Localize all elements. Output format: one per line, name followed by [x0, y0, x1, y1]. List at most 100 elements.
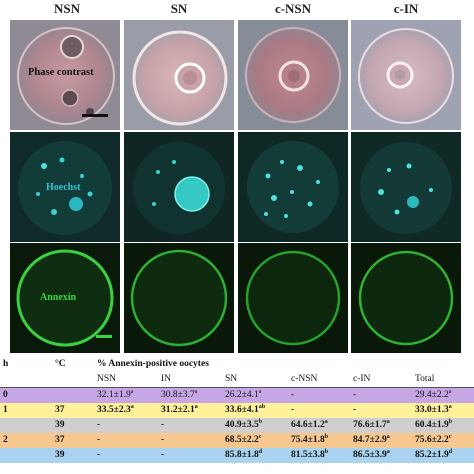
cell-temp: 39 — [52, 448, 94, 463]
table-cell: 86.5±3.9a — [350, 448, 412, 463]
table-row: 0 32.1±1.9a 30.8±3.7a 26.2±4.1a - -29.4±2.2a — [0, 387, 474, 403]
cell-value: - — [161, 435, 165, 445]
table-cell: 75.6±2.2c — [412, 433, 474, 448]
cell-value: - — [97, 420, 101, 430]
cell-value: 76.6±1.7 — [353, 420, 387, 430]
table-cell: 33.6±4.1ab — [222, 403, 288, 418]
cell-value: 26.2±4.1 — [225, 390, 259, 400]
table-cell: 29.4±2.2a — [412, 387, 474, 403]
cell-temp: 37 — [52, 433, 94, 448]
header-col: IN — [158, 372, 222, 388]
cell-superscript: b — [448, 418, 453, 425]
table-cell: - — [288, 403, 350, 418]
cell-superscript: a — [194, 388, 198, 395]
cell-value: - — [97, 435, 101, 445]
table-cell: 64.6±1.2a — [288, 418, 350, 433]
cell-superscript: b — [324, 433, 329, 440]
cell-superscript: a — [386, 448, 390, 455]
cell-value: 85.8±1.8 — [225, 450, 259, 460]
cell-value: 32.1±1.9 — [97, 390, 131, 400]
cell-value: 75.4±1.8 — [291, 435, 325, 445]
cell-superscript: a — [386, 418, 390, 425]
hoechst-panel-nsn — [10, 132, 120, 242]
cell-value: - — [97, 450, 101, 460]
cell-value: 33.5±2.3 — [97, 405, 131, 415]
table-cell: - — [158, 433, 222, 448]
cell-superscript: b — [324, 448, 329, 455]
cell-h — [0, 448, 52, 463]
cell-value: 81.5±3.8 — [291, 450, 325, 460]
table-row: 39- -85.8±1.8d 81.5±3.8b 86.5±3.9a 85.2±1.9d — [0, 448, 474, 463]
table-cell: - — [350, 387, 412, 403]
table-cell: - — [94, 418, 158, 433]
table-cell: 85.8±1.8d — [222, 448, 288, 463]
cell-value: - — [291, 405, 295, 415]
header-col: c-NSN — [288, 372, 350, 388]
cell-superscript: d — [448, 448, 453, 455]
table-cell: 33.5±2.3a — [94, 403, 158, 418]
cell-value: 29.4±2.2 — [415, 390, 449, 400]
table-cell: - — [158, 418, 222, 433]
cell-value: - — [353, 390, 357, 400]
table-cell: 84.7±2.9a — [350, 433, 412, 448]
phase-panel-c-in — [351, 20, 461, 130]
cell-value: - — [353, 405, 357, 415]
table-cell: - — [288, 387, 350, 403]
cell-superscript: a — [386, 433, 390, 440]
table-row: 2 37- -68.5±2.2c 75.4±1.8b 84.7±2.9a 75.6±2.2… — [0, 433, 474, 448]
table-cell: 76.6±1.7a — [350, 418, 412, 433]
table-cell: - — [158, 448, 222, 463]
phase-panel-sn — [124, 20, 234, 130]
phase-panel-nsn — [10, 20, 120, 130]
header-group: % Annexin-positive oocytes — [97, 358, 209, 369]
cell-value: 84.7±2.9 — [353, 435, 387, 445]
table-row: 39- -40.9±3.5b 64.6±1.2a 76.6±1.7a 60.4±1.9b — [0, 418, 474, 433]
table-cell: 26.2±4.1a — [222, 387, 288, 403]
cell-superscript: a — [130, 403, 134, 410]
table-cell: - — [94, 448, 158, 463]
column-header-c-nsn: c-NSN — [274, 1, 312, 16]
table-cell: 31.2±2.1a — [158, 403, 222, 418]
cell-value: 40.9±3.5 — [225, 420, 259, 430]
phase-panel-c-nsn — [238, 20, 348, 130]
column-header-nsn: NSN — [53, 1, 80, 16]
cell-value: 60.4±1.9 — [415, 420, 449, 430]
cell-superscript: b — [258, 418, 263, 425]
table-subheader-row: NSN IN SN c-NSN c-IN Total — [0, 372, 474, 388]
header-col: NSN — [94, 372, 158, 388]
header-temp: °C — [55, 358, 66, 369]
hoechst-panel-c-nsn — [238, 132, 348, 242]
cell-superscript: a — [324, 418, 328, 425]
cell-temp: 37 — [52, 403, 94, 418]
cell-value: 31.2±2.1 — [161, 405, 195, 415]
column-header-c-in: c-IN — [393, 1, 419, 16]
phase-contrast-label: Phase contrast — [28, 67, 94, 78]
table-cell: 32.1±1.9a — [94, 387, 158, 403]
table-cell: 81.5±3.8b — [288, 448, 350, 463]
cell-value: 33.0±1.3 — [415, 405, 449, 415]
annexin-panel-c-in — [351, 243, 461, 353]
annexin-label: Annexin — [40, 292, 77, 303]
header-col: SN — [222, 372, 288, 388]
table-cell: - — [350, 403, 412, 418]
cell-value: 86.5±3.9 — [353, 450, 387, 460]
cell-superscript: d — [258, 448, 263, 455]
cell-value: 68.5±2.2 — [225, 435, 259, 445]
cell-value: 85.2±1.9 — [415, 450, 449, 460]
cell-value: - — [291, 390, 295, 400]
table-cell: 30.8±3.7a — [158, 387, 222, 403]
header-h: h — [3, 358, 9, 369]
table-cell: 75.4±1.8b — [288, 433, 350, 448]
annexin-panel-c-nsn — [238, 243, 348, 353]
cell-h: 1 — [0, 403, 52, 418]
annexin-panel-nsn — [10, 243, 120, 353]
cell-temp: 39 — [52, 418, 94, 433]
cell-superscript: c — [448, 433, 452, 440]
header-col: c-IN — [350, 372, 412, 388]
cell-value: 75.6±2.2 — [415, 435, 449, 445]
cell-value: 64.6±1.2 — [291, 420, 325, 430]
annexin-panel-sn — [124, 243, 234, 353]
table-cell: 60.4±1.9b — [412, 418, 474, 433]
table-cell: 40.9±3.5b — [222, 418, 288, 433]
cell-superscript: a — [194, 403, 198, 410]
